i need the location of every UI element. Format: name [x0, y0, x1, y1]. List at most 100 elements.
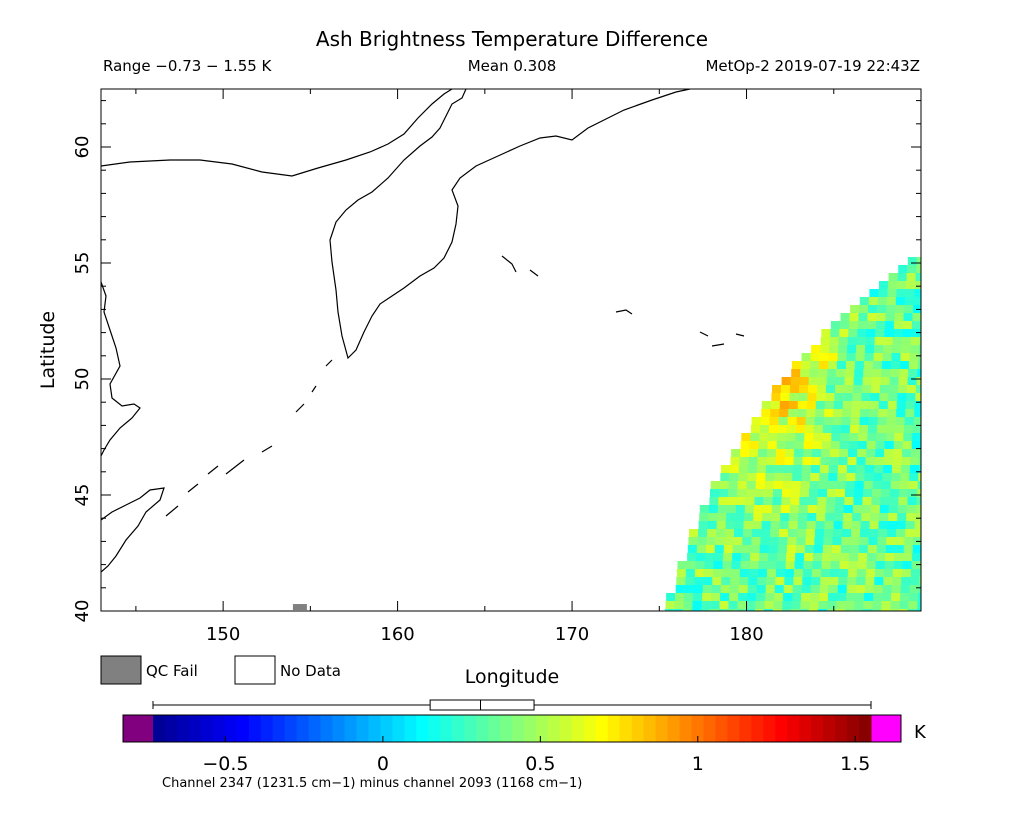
- heatmap-cell: [665, 601, 676, 610]
- heatmap-cell: [779, 529, 789, 538]
- heatmap-cell: [907, 265, 917, 274]
- heatmap-cell: [779, 401, 790, 410]
- heatmap-cell: [698, 521, 709, 530]
- heatmap-cell: [771, 393, 781, 402]
- heatmap-cell: [837, 353, 848, 362]
- heatmap-cell: [881, 489, 891, 498]
- heatmap-cell: [877, 537, 887, 546]
- heatmap-cell: [759, 545, 770, 554]
- heatmap-cell: [915, 513, 921, 522]
- heatmap-cell: [896, 529, 906, 538]
- heatmap-cell: [804, 553, 814, 562]
- heatmap-cell: [828, 353, 839, 362]
- colorbar-cell: [547, 715, 561, 742]
- heatmap-cell: [881, 481, 892, 490]
- heatmap-cell: [846, 473, 856, 482]
- heatmap-cell: [737, 601, 748, 610]
- heatmap-cell: [860, 401, 871, 410]
- heatmap-cell: [837, 473, 847, 482]
- heatmap-cell: [774, 473, 784, 482]
- heatmap-cell: [896, 521, 907, 530]
- heatmap-cell: [791, 489, 801, 498]
- heatmap-cell: [750, 545, 761, 554]
- heatmap-cell: [840, 433, 850, 442]
- heatmap-cell: [734, 529, 744, 538]
- heatmap-cell: [715, 537, 725, 546]
- heatmap-cell: [919, 345, 921, 354]
- heatmap-cell: [766, 457, 777, 466]
- heatmap-cell: [885, 433, 895, 442]
- no-data-swatch: [234, 655, 276, 685]
- colorbar-tick-label: 0: [377, 753, 389, 775]
- colorbar-cell: [476, 715, 489, 742]
- heatmap-cell: [821, 329, 831, 338]
- heatmap-cell: [720, 473, 730, 482]
- colorbar-cell: [835, 715, 848, 742]
- heatmap-cell: [891, 593, 901, 602]
- heatmap-cell: [808, 377, 819, 386]
- heatmap-cell: [809, 369, 819, 378]
- heatmap-cell: [882, 585, 893, 594]
- heatmap-cell: [752, 521, 763, 530]
- heatmap-cell: [805, 537, 815, 546]
- heatmap-cell: [740, 561, 751, 570]
- y-tick-label: 45: [72, 484, 93, 507]
- heatmap-cell: [882, 593, 892, 602]
- heatmap-cell: [883, 337, 894, 346]
- heatmap-cell: [702, 585, 713, 594]
- heatmap-cell: [818, 369, 828, 378]
- kuril-islands: [165, 359, 333, 517]
- heatmap-cell: [728, 601, 739, 610]
- heatmap-cell: [914, 521, 921, 530]
- heatmap-cell: [888, 273, 899, 282]
- heatmap-cell: [861, 513, 871, 522]
- heatmap-cell: [875, 449, 885, 458]
- heatmap-cell: [835, 385, 845, 394]
- heatmap-cell: [908, 489, 918, 498]
- colorbar-cell: [236, 715, 250, 742]
- heatmap-cell: [765, 593, 775, 602]
- colorbar-cell: [571, 715, 585, 742]
- heatmap-cell: [869, 289, 879, 298]
- heatmap-cell: [893, 561, 904, 570]
- heatmap-cell: [790, 385, 800, 394]
- heatmap-cell: [731, 449, 741, 458]
- heatmap-cell: [840, 313, 851, 322]
- heatmap-cell: [874, 577, 884, 586]
- colorbar-tick-label: 1.5: [840, 753, 870, 775]
- heatmap-cell: [799, 609, 810, 611]
- heatmap-cell: [884, 561, 895, 570]
- heatmap-cell: [756, 585, 767, 594]
- heatmap-cell: [848, 441, 859, 450]
- heatmap-cell: [903, 425, 914, 434]
- colorbar-caption: Channel 2347 (1231.5 cm−1) minus channel…: [162, 776, 582, 791]
- heatmap-cell: [808, 609, 819, 611]
- colorbar-unit: K: [914, 722, 927, 743]
- heatmap-cell: [876, 313, 887, 322]
- heatmap-cell: [794, 441, 805, 450]
- heatmap-cell: [899, 361, 910, 370]
- heatmap-cell: [881, 601, 892, 610]
- heatmap-cell: [918, 585, 921, 594]
- heatmap-cell: [858, 313, 869, 322]
- heatmap-cell: [755, 481, 766, 490]
- heatmap-cell: [791, 361, 802, 370]
- heatmap-cell: [881, 361, 892, 370]
- heatmap-cell: [744, 505, 755, 514]
- heatmap-cell: [853, 377, 864, 386]
- heatmap-cell: [839, 321, 850, 330]
- heatmap-cell: [748, 569, 759, 578]
- heatmap-cell: [840, 425, 851, 434]
- heatmap-cell: [799, 385, 809, 394]
- heatmap-cell: [912, 313, 921, 322]
- heatmap-cell: [842, 401, 853, 410]
- heatmap-cell: [866, 321, 877, 330]
- heatmap-cell: [780, 505, 791, 514]
- heatmap-cell: [895, 537, 905, 546]
- heatmap-cell: [779, 409, 789, 418]
- heatmap-cell: [746, 481, 757, 490]
- heatmap-cell: [843, 513, 853, 522]
- heatmap-cell: [761, 401, 772, 410]
- heatmap-cell: [691, 609, 702, 611]
- heatmap-cell: [886, 297, 897, 306]
